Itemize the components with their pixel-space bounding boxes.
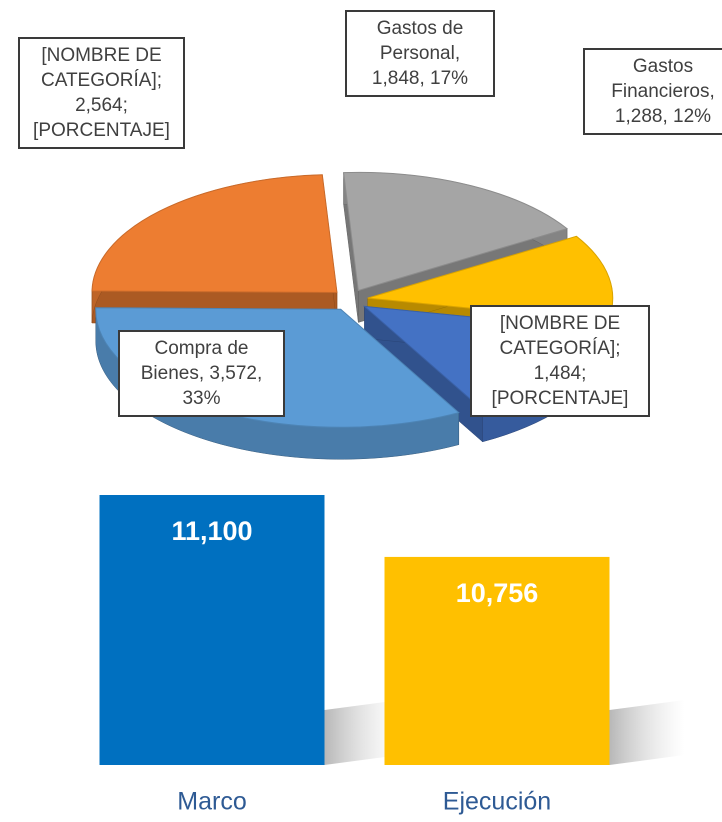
data-label: [NOMBRE DE CATEGORÍA]; 2,564; [PORCENTAJ… bbox=[18, 37, 185, 149]
label-category: [NOMBRE DE CATEGORÍA] bbox=[40, 45, 162, 91]
data-label: Compra de Bienes, 3,572, 33% bbox=[118, 330, 285, 417]
label-separator: , bbox=[198, 363, 205, 384]
label-separator: ; bbox=[156, 70, 163, 91]
label-value: 1,848 bbox=[371, 68, 420, 89]
data-label: Gastos Financieros, 1,288, 12% bbox=[583, 48, 722, 135]
bar-value-label: 10,756 bbox=[456, 578, 539, 608]
pie-slice bbox=[91, 174, 338, 294]
bar-shadow bbox=[324, 700, 400, 765]
label-separator: , bbox=[454, 43, 461, 64]
label-category: Compra de Bienes bbox=[140, 338, 249, 384]
label-category: Gastos Financieros bbox=[611, 56, 710, 102]
bar bbox=[99, 495, 325, 765]
x-tick-label: Ejecución bbox=[443, 788, 551, 816]
label-separator: , bbox=[419, 68, 425, 89]
label-percent: 17% bbox=[430, 68, 469, 89]
label-separator: ; bbox=[615, 338, 621, 359]
label-percent: [PORCENTAJE] bbox=[33, 120, 170, 141]
bar bbox=[384, 556, 610, 765]
label-separator: ; bbox=[122, 95, 128, 116]
data-label: Gastos de Personal, 1,848, 17% bbox=[345, 10, 495, 97]
label-value: 3,572 bbox=[209, 363, 257, 384]
label-separator: , bbox=[709, 81, 715, 102]
label-value: 1,484 bbox=[533, 363, 582, 384]
x-tick-label: Marco bbox=[177, 788, 246, 816]
label-separator: , bbox=[256, 363, 263, 384]
label-percent: 33% bbox=[182, 388, 221, 409]
label-value: 1,288 bbox=[614, 106, 663, 127]
data-label: [NOMBRE DE CATEGORÍA]; 1,484; [PORCENTAJ… bbox=[470, 305, 650, 417]
bar-shadow bbox=[609, 700, 685, 765]
label-percent: 12% bbox=[673, 106, 712, 127]
bar-value-label: 11,100 bbox=[171, 516, 252, 546]
label-separator: ; bbox=[581, 363, 587, 384]
label-separator: , bbox=[662, 106, 668, 127]
label-percent: [PORCENTAJE] bbox=[491, 388, 629, 409]
pie-slice bbox=[343, 171, 569, 292]
label-category: [NOMBRE DE CATEGORÍA] bbox=[499, 313, 621, 359]
label-value: 2,564 bbox=[75, 95, 123, 116]
label-category: Gastos de Personal bbox=[376, 18, 464, 64]
